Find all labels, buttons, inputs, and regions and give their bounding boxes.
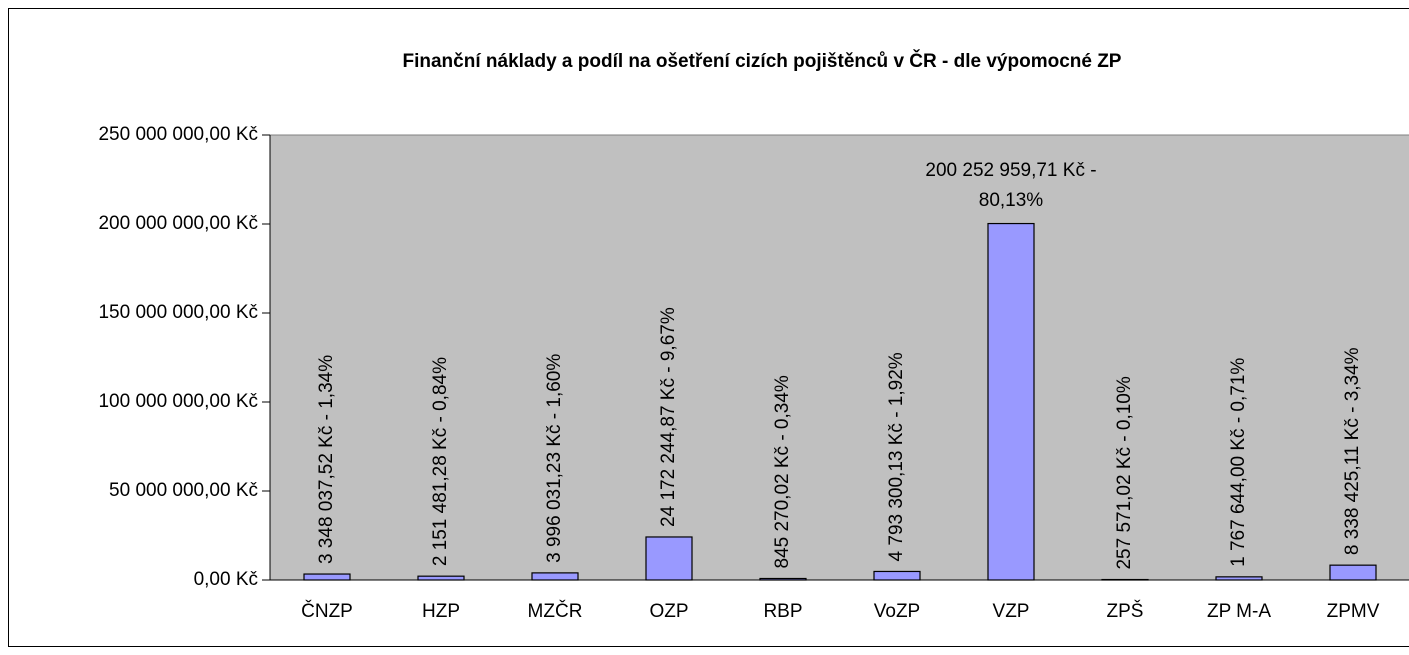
value-label: 24 172 244,87 Kč - 9,67%: [658, 307, 679, 527]
value-label: 8 338 425,11 Kč - 3,34%: [1342, 347, 1363, 555]
bar: [987, 222, 1035, 581]
y-tick-label: 0,00 Kč: [194, 569, 258, 590]
value-label: 257 571,02 Kč - 0,10%: [1114, 376, 1135, 569]
y-tick-label: 100 000 000,00 Kč: [98, 391, 258, 412]
y-tick-label: 50 000 000,00 Kč: [109, 480, 258, 501]
plot-area: [269, 134, 1409, 581]
x-tick-label: VoZP: [874, 601, 920, 622]
value-label: 4 793 300,13 Kč - 1,92%: [886, 352, 907, 561]
value-label: 2 151 481,28 Kč - 0,84%: [430, 357, 451, 566]
x-tick-label: MZČR: [528, 600, 583, 622]
value-label-box: 200 252 959,71 Kč - 80,13%: [925, 159, 1097, 211]
bar: [303, 573, 351, 581]
value-label: 3 996 031,23 Kč - 1,60%: [544, 354, 565, 563]
x-tick-label: HZP: [422, 601, 460, 622]
bar: [531, 572, 579, 581]
value-label: 200 252 959,71 Kč - 80,13%: [925, 159, 1097, 211]
x-tick-label: ZPŠ: [1107, 600, 1144, 622]
x-tick-label: VZP: [993, 601, 1030, 622]
x-tick-label: ZP M-A: [1207, 601, 1271, 622]
bar: [873, 570, 921, 581]
y-tick-label: 150 000 000,00 Kč: [98, 302, 258, 323]
bar: [417, 575, 465, 581]
bar: [1329, 564, 1377, 581]
x-tick-label: ZPMV: [1327, 601, 1380, 622]
value-label: 845 270,02 Kč - 0,34%: [772, 375, 793, 568]
value-label: 1 767 644,00 Kč - 0,71%: [1228, 358, 1249, 567]
bar: [1215, 576, 1263, 581]
value-label: 3 348 037,52 Kč - 1,34%: [316, 355, 337, 564]
x-tick-label: ČNZP: [301, 600, 353, 622]
y-tick-label: 250 000 000,00 Kč: [98, 124, 258, 145]
chart-title: Finanční náklady a podíl na ošetření ciz…: [403, 50, 1122, 72]
bar: [759, 577, 807, 581]
bar: [645, 536, 693, 581]
y-tick-label: 200 000 000,00 Kč: [98, 213, 258, 234]
x-tick-label: OZP: [649, 601, 688, 622]
x-tick-label: RBP: [763, 601, 802, 622]
